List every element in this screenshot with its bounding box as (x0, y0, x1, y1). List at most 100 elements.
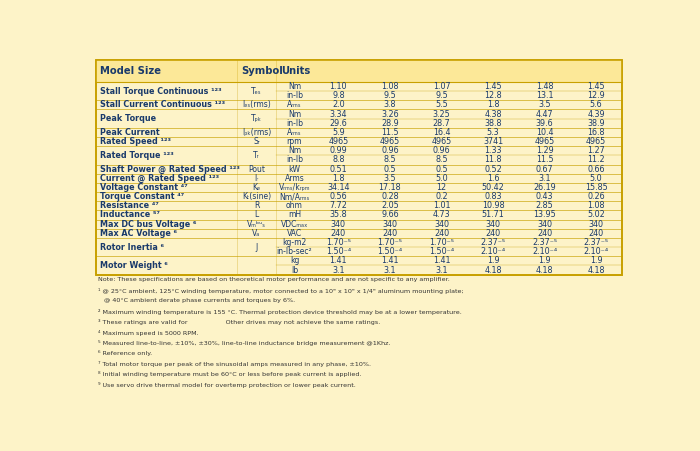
Text: 0.28: 0.28 (381, 192, 399, 201)
Text: rpm: rpm (287, 137, 302, 146)
Text: 1.41: 1.41 (433, 256, 450, 265)
Text: kg-m2: kg-m2 (282, 238, 307, 247)
Text: 0.83: 0.83 (484, 192, 502, 201)
Text: in-lb: in-lb (286, 91, 303, 100)
Text: 3741: 3741 (483, 137, 503, 146)
Text: 0.67: 0.67 (536, 165, 554, 174)
Text: Tᵣ: Tᵣ (253, 151, 260, 160)
Text: 340: 340 (486, 220, 500, 229)
Text: 8.8: 8.8 (332, 156, 344, 165)
Text: 2.10⁻⁴: 2.10⁻⁴ (584, 247, 609, 256)
Text: 1.41: 1.41 (330, 256, 347, 265)
Text: 39.6: 39.6 (536, 119, 554, 128)
Text: 38.9: 38.9 (587, 119, 605, 128)
Text: Max AC Voltage ⁶: Max AC Voltage ⁶ (100, 229, 177, 238)
Text: 28.7: 28.7 (433, 119, 450, 128)
Text: 1.07: 1.07 (433, 82, 450, 91)
Text: 1.48: 1.48 (536, 82, 553, 91)
Text: 50.42: 50.42 (482, 183, 505, 192)
Text: 35.8: 35.8 (330, 211, 347, 220)
Text: Peak Torque: Peak Torque (100, 114, 156, 123)
Text: @ 40°C ambient derate phase currents and torques by 6%.: @ 40°C ambient derate phase currents and… (98, 298, 295, 303)
Text: 29.6: 29.6 (330, 119, 347, 128)
Text: VAC: VAC (287, 229, 302, 238)
Text: Rated Torque ¹²³: Rated Torque ¹²³ (100, 151, 174, 160)
Text: 0.43: 0.43 (536, 192, 553, 201)
Text: 11.5: 11.5 (381, 128, 399, 137)
Bar (96, 60, 622, 275)
Text: 4.73: 4.73 (433, 211, 450, 220)
Text: 3.1: 3.1 (538, 174, 551, 183)
Text: 12.9: 12.9 (587, 91, 605, 100)
Text: 34.14: 34.14 (327, 183, 350, 192)
Text: 0.96: 0.96 (433, 146, 450, 155)
Text: Shaft Power @ Rated Speed ¹²³: Shaft Power @ Rated Speed ¹²³ (100, 165, 240, 174)
Text: in-lb: in-lb (286, 156, 303, 165)
Text: 4965: 4965 (534, 137, 554, 146)
Text: 5.0: 5.0 (590, 174, 603, 183)
Text: 1.50⁻⁴: 1.50⁻⁴ (429, 247, 454, 256)
Text: Vₘᵇᵘₛ: Vₘᵇᵘₛ (247, 220, 266, 229)
Text: 1.50⁻⁴: 1.50⁻⁴ (377, 247, 402, 256)
Text: 9.5: 9.5 (435, 91, 448, 100)
Text: 4.18: 4.18 (484, 266, 502, 275)
Text: 15.85: 15.85 (584, 183, 608, 192)
Text: 340: 340 (434, 220, 449, 229)
Text: Units: Units (281, 66, 310, 76)
Text: Symbol: Symbol (241, 66, 283, 76)
Text: 0.66: 0.66 (587, 165, 605, 174)
Text: 340: 340 (589, 220, 603, 229)
Bar (96, 60, 622, 82)
Text: 0.96: 0.96 (381, 146, 399, 155)
Text: Tₑₛ: Tₑₛ (251, 87, 262, 96)
Text: Iₚₖ(rms): Iₚₖ(rms) (242, 128, 271, 137)
Text: Max DC bus Voltage ⁶: Max DC bus Voltage ⁶ (100, 220, 197, 229)
Text: Rotor Inertia ⁶: Rotor Inertia ⁶ (100, 243, 164, 252)
Text: 1.08: 1.08 (382, 82, 399, 91)
Text: Sᵣ: Sᵣ (253, 137, 260, 146)
Text: 1.08: 1.08 (587, 201, 605, 210)
Text: 240: 240 (486, 229, 500, 238)
Text: Resistance ⁴⁷: Resistance ⁴⁷ (100, 201, 159, 210)
Text: ⁶ Reference only.: ⁶ Reference only. (98, 350, 153, 356)
Text: 1.29: 1.29 (536, 146, 554, 155)
Text: 4965: 4965 (328, 137, 349, 146)
Text: 4.39: 4.39 (587, 110, 605, 119)
Text: 11.5: 11.5 (536, 156, 554, 165)
Text: 1.50⁻⁴: 1.50⁻⁴ (326, 247, 351, 256)
Text: ⁵ Measured line-to-line, ±10%, ±30%, line-to-line inductance bridge measurement : ⁵ Measured line-to-line, ±10%, ±30%, lin… (98, 340, 391, 346)
Text: 1.9: 1.9 (538, 256, 551, 265)
Text: 5.9: 5.9 (332, 128, 345, 137)
Text: 1.9: 1.9 (590, 256, 603, 265)
Text: 10.4: 10.4 (536, 128, 553, 137)
Text: Nm/Aᵣₘₛ: Nm/Aᵣₘₛ (279, 192, 309, 201)
Text: mH: mH (288, 211, 301, 220)
Text: 0.5: 0.5 (384, 165, 396, 174)
Text: 5.5: 5.5 (435, 100, 448, 109)
Text: 1.10: 1.10 (330, 82, 347, 91)
Text: 5.6: 5.6 (590, 100, 603, 109)
Text: 3.1: 3.1 (435, 266, 448, 275)
Text: in-lb-sec²: in-lb-sec² (276, 247, 312, 256)
Text: 4.18: 4.18 (536, 266, 553, 275)
Text: Stall Torque Continuous ¹²³: Stall Torque Continuous ¹²³ (100, 87, 222, 96)
Text: 1.70⁻⁵: 1.70⁻⁵ (326, 238, 351, 247)
Text: 0.5: 0.5 (435, 165, 448, 174)
Text: 0.2: 0.2 (435, 192, 448, 201)
Text: 3.25: 3.25 (433, 110, 450, 119)
Text: 3.1: 3.1 (332, 266, 344, 275)
Text: 0.56: 0.56 (330, 192, 347, 201)
Text: ohm: ohm (286, 201, 303, 210)
Text: ⁷ Total motor torque per peak of the sinusoidal amps measured in any phase, ±10%: ⁷ Total motor torque per peak of the sin… (98, 361, 372, 367)
Text: 1.45: 1.45 (484, 82, 502, 91)
Text: 4.47: 4.47 (536, 110, 554, 119)
Text: Motor Weight ⁶: Motor Weight ⁶ (100, 261, 168, 270)
Text: 4965: 4965 (586, 137, 606, 146)
Text: 1.70⁻⁵: 1.70⁻⁵ (429, 238, 454, 247)
Text: ⁴ Maximum speed is 5000 RPM.: ⁴ Maximum speed is 5000 RPM. (98, 330, 199, 336)
Text: 2.10⁻⁴: 2.10⁻⁴ (480, 247, 505, 256)
Text: 26.19: 26.19 (533, 183, 556, 192)
Text: 3.1: 3.1 (384, 266, 396, 275)
Text: in-lb: in-lb (286, 119, 303, 128)
Bar (96, 60, 622, 275)
